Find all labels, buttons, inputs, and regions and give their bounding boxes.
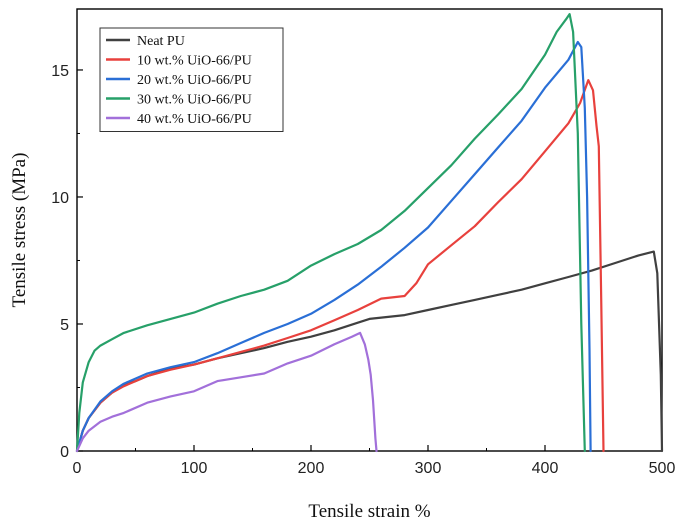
y-tick-label: 5 [60,317,69,334]
y-axis-ticks: 0 5 10 15 [51,63,83,461]
legend-label-0: Neat PU [137,34,185,49]
y-axis-title: Tensile stress (MPa) [9,153,30,308]
x-tick-label: 200 [298,460,325,477]
x-tick-label: 100 [181,460,208,477]
series-line-4 [75,331,378,453]
legend: Neat PU 10 wt.% UiO-66/PU 20 wt.% UiO-66/P… [99,27,284,132]
x-tick-label: 0 [73,460,82,477]
series-lines [75,13,664,453]
series-line-2 [75,40,592,453]
series-line-3 [75,13,586,453]
legend-label-1: 10 wt.% UiO-66/PU [137,54,252,69]
y-tick-label: 10 [51,190,69,207]
legend-box [99,27,284,132]
y-tick-label: 15 [51,63,69,80]
legend-label-3: 30 wt.% UiO-66/PU [137,93,252,108]
x-axis-title: Tensile strain % [308,501,430,522]
x-tick-label: 400 [532,460,559,477]
y-tick-label: 0 [60,444,69,461]
x-tick-label: 500 [649,460,676,477]
series-line-1 [75,78,605,453]
x-axis-ticks: 0 100 200 300 400 500 [73,445,676,477]
legend-label-4: 40 wt.% UiO-66/PU [137,112,252,127]
x-tick-label: 300 [415,460,442,477]
legend-label-2: 20 wt.% UiO-66/PU [137,73,252,88]
